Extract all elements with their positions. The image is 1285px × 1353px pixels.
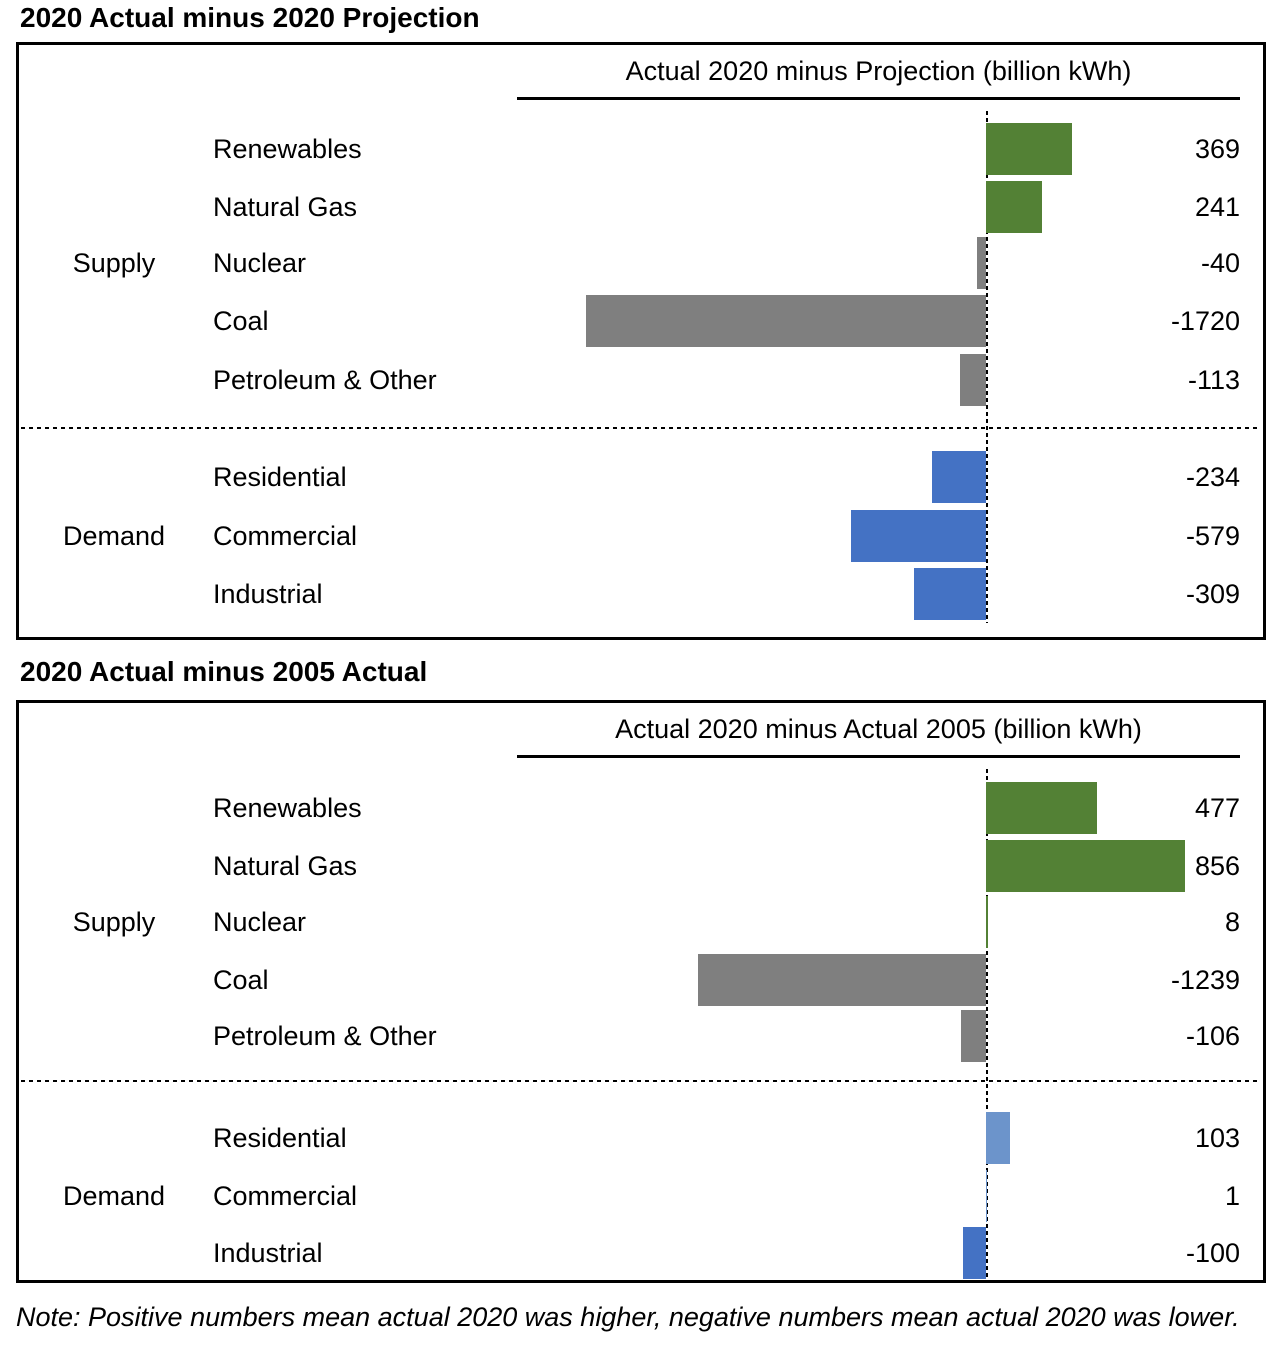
value-bar	[986, 782, 1097, 834]
category-label: Commercial	[213, 521, 358, 551]
value-label: 369	[1194, 134, 1240, 164]
value-label: 241	[1194, 192, 1240, 222]
supply-demand-divider	[21, 1080, 1261, 1082]
chart-box-projection: Actual 2020 minus Projection (billion kW…	[16, 42, 1266, 640]
value-label: -1239	[1170, 965, 1240, 995]
category-label: Petroleum & Other	[213, 365, 437, 395]
axis-header-underline	[517, 755, 1240, 758]
category-label: Nuclear	[213, 248, 307, 278]
value-label: -309	[1185, 579, 1240, 609]
note: Note: Positive numbers mean actual 2020 …	[16, 1302, 1240, 1332]
axis-header: Actual 2020 minus Projection (billion kW…	[625, 56, 1132, 86]
category-label: Coal	[213, 965, 269, 995]
value-bar	[914, 568, 986, 620]
category-label: Natural Gas	[213, 192, 358, 222]
value-bar	[959, 354, 986, 406]
category-label: Coal	[213, 306, 269, 336]
zero-baseline	[986, 769, 988, 1279]
supply-demand-divider	[21, 427, 1261, 429]
value-bar	[976, 237, 986, 289]
value-bar	[586, 295, 986, 347]
value-bar	[961, 1010, 986, 1062]
value-label: -234	[1185, 462, 1240, 492]
category-label: Industrial	[213, 1238, 323, 1268]
chart-title-2005: 2020 Actual minus 2005 Actual	[20, 656, 428, 687]
category-label: Residential	[213, 462, 347, 492]
value-bar	[986, 123, 1072, 175]
value-bar	[986, 840, 1186, 892]
group-label-supply: Supply	[72, 907, 156, 937]
value-label: -106	[1185, 1021, 1240, 1051]
value-label: 856	[1194, 851, 1240, 881]
value-bar	[697, 954, 986, 1006]
value-bar	[986, 181, 1043, 233]
value-label: 103	[1194, 1123, 1240, 1153]
group-label-supply: Supply	[72, 248, 156, 278]
category-label: Nuclear	[213, 907, 307, 937]
value-bar	[986, 896, 988, 948]
axis-header-underline	[517, 97, 1240, 100]
group-label-demand: Demand	[62, 521, 166, 551]
chart-box-2005: Actual 2020 minus Actual 2005 (billion k…	[16, 700, 1266, 1283]
value-label: 8	[1224, 907, 1240, 937]
value-label: 1	[1224, 1181, 1240, 1211]
category-label: Natural Gas	[213, 851, 358, 881]
chart-title-projection: 2020 Actual minus 2020 Projection	[20, 2, 480, 33]
value-label: -1720	[1170, 306, 1240, 336]
axis-header: Actual 2020 minus Actual 2005 (billion k…	[615, 714, 1142, 744]
value-bar	[962, 1227, 986, 1279]
category-label: Renewables	[213, 793, 362, 823]
value-bar	[851, 510, 986, 562]
zero-baseline	[986, 111, 988, 623]
value-label: -579	[1185, 521, 1240, 551]
category-label: Renewables	[213, 134, 362, 164]
value-label: -40	[1200, 248, 1240, 278]
category-label: Industrial	[213, 579, 323, 609]
category-label: Commercial	[213, 1181, 358, 1211]
value-label: 477	[1194, 793, 1240, 823]
category-label: Residential	[213, 1123, 347, 1153]
value-label: -113	[1187, 365, 1240, 395]
value-bar	[931, 451, 986, 503]
group-label-demand: Demand	[62, 1181, 166, 1211]
category-label: Petroleum & Other	[213, 1021, 437, 1051]
value-bar	[986, 1112, 1010, 1164]
value-label: -100	[1185, 1238, 1240, 1268]
